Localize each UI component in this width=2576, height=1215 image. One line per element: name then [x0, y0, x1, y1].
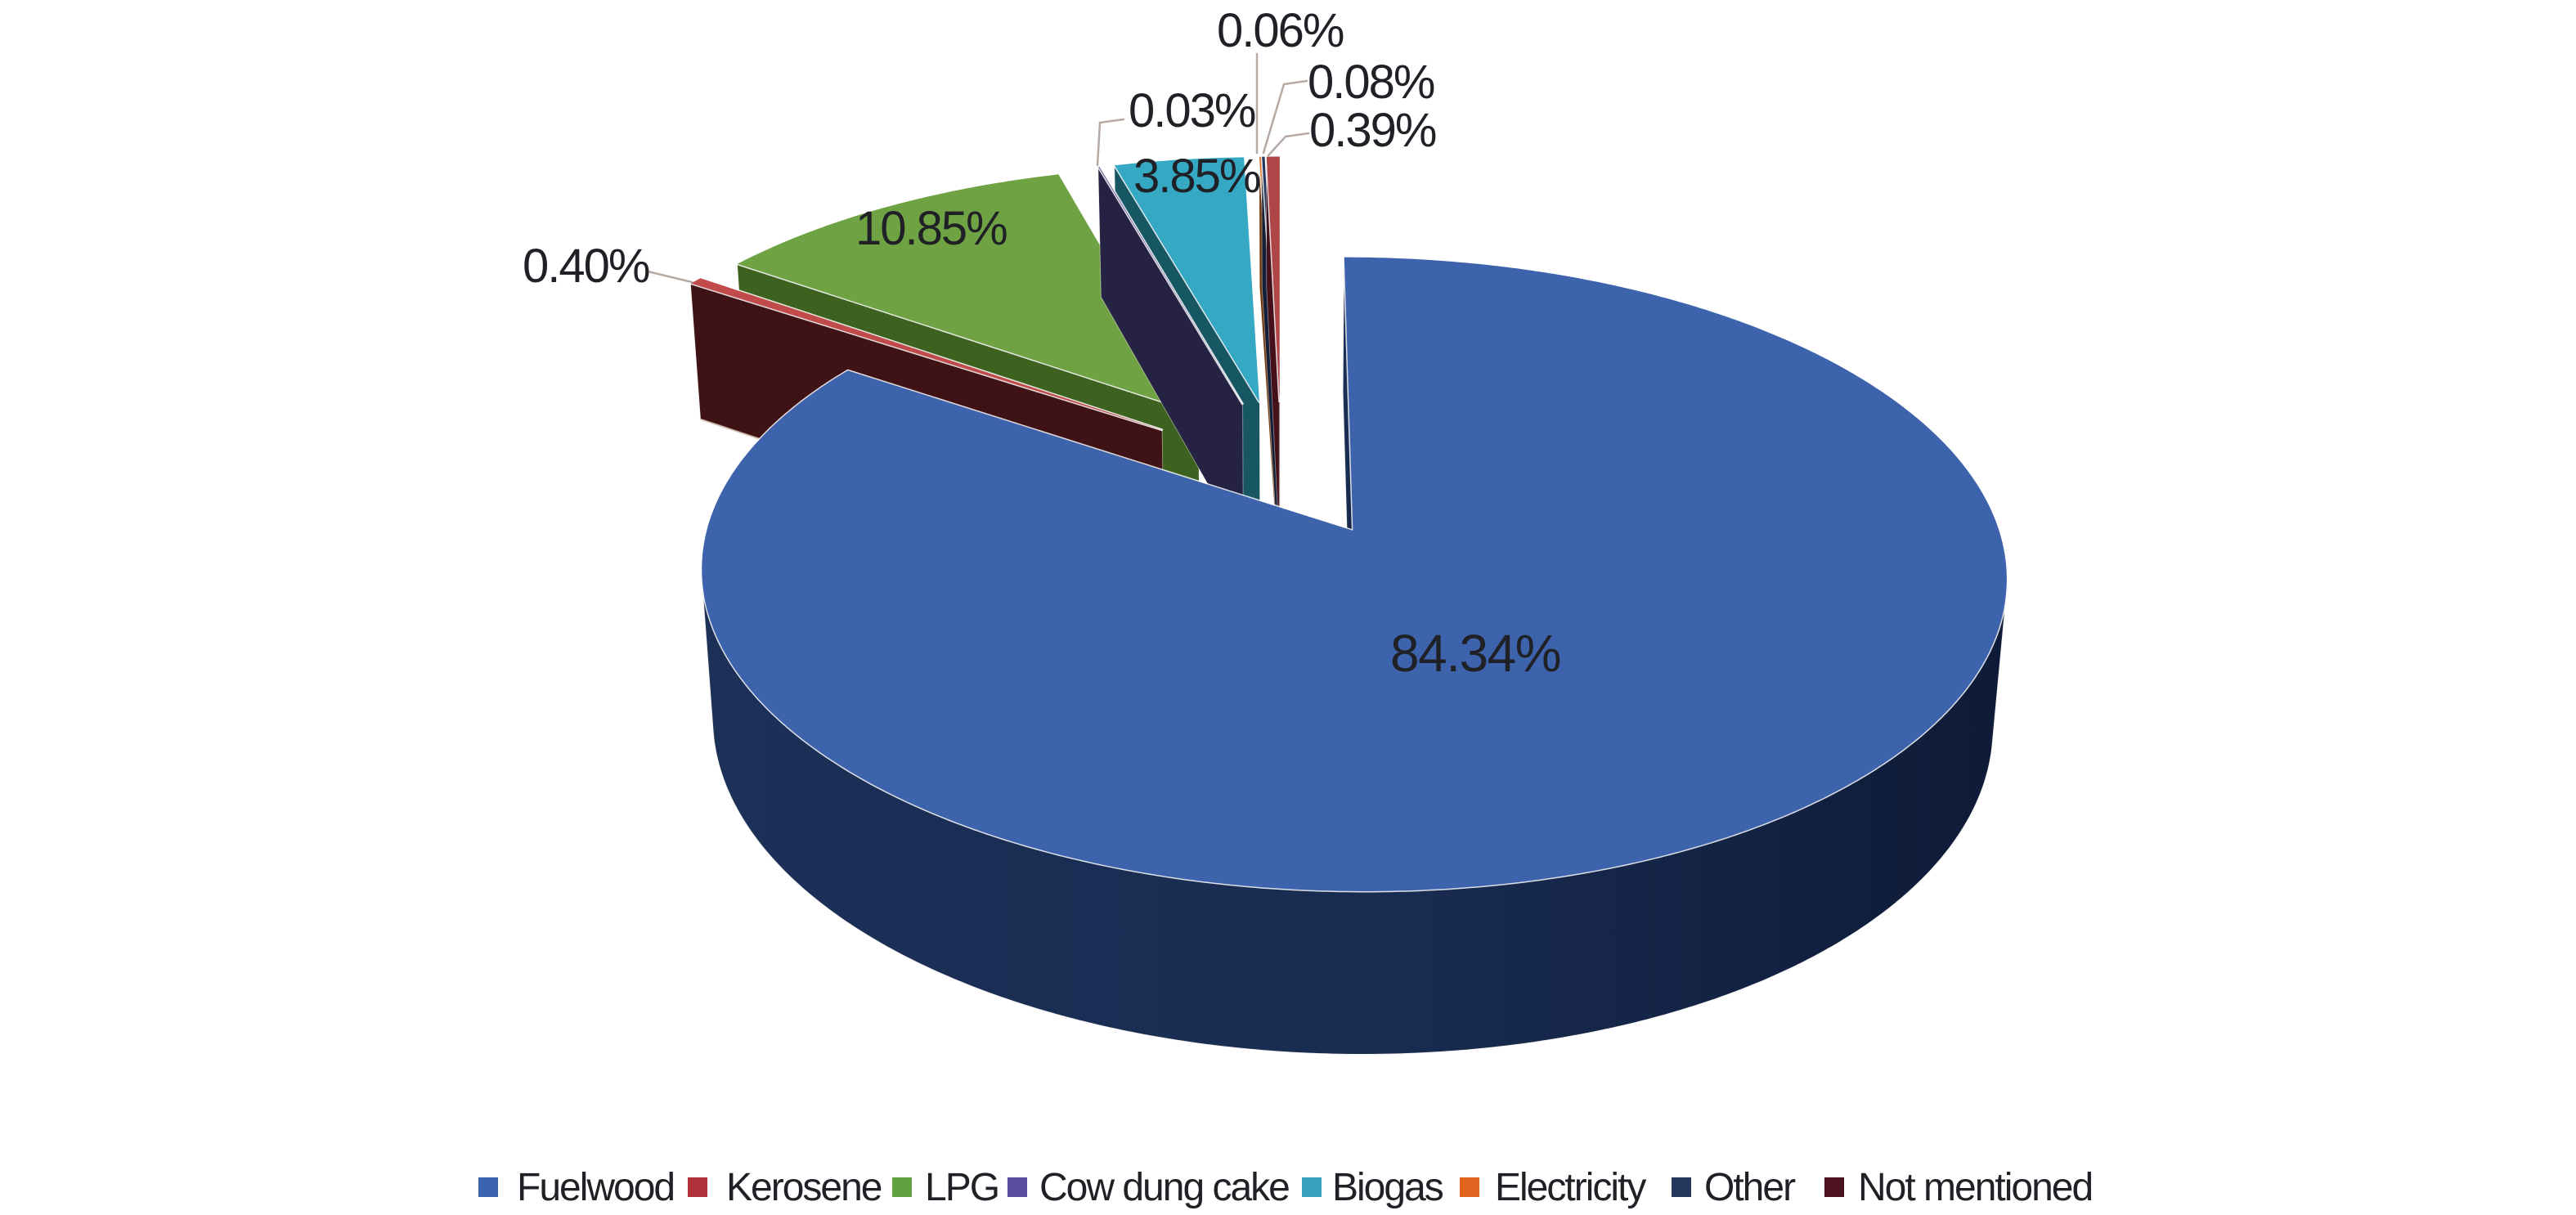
- svg-text:Fuelwood: Fuelwood: [517, 1166, 674, 1209]
- svg-text:0.06%: 0.06%: [1217, 4, 1344, 57]
- svg-text:LPG: LPG: [925, 1166, 999, 1209]
- svg-text:Kerosene: Kerosene: [726, 1166, 882, 1209]
- svg-text:0.08%: 0.08%: [1308, 56, 1434, 109]
- svg-text:Not mentioned: Not mentioned: [1858, 1166, 2092, 1209]
- svg-text:3.85%: 3.85%: [1133, 150, 1260, 203]
- svg-text:Other: Other: [1704, 1166, 1796, 1209]
- svg-text:0.03%: 0.03%: [1129, 84, 1255, 137]
- svg-text:Cow dung cake: Cow dung cake: [1039, 1166, 1289, 1209]
- svg-text:10.85%: 10.85%: [855, 202, 1007, 255]
- svg-text:84.34%: 84.34%: [1390, 624, 1560, 683]
- svg-text:0.39%: 0.39%: [1309, 104, 1436, 157]
- svg-text:Electricity: Electricity: [1495, 1166, 1646, 1209]
- svg-text:Biogas: Biogas: [1332, 1166, 1443, 1209]
- svg-text:0.40%: 0.40%: [523, 240, 649, 293]
